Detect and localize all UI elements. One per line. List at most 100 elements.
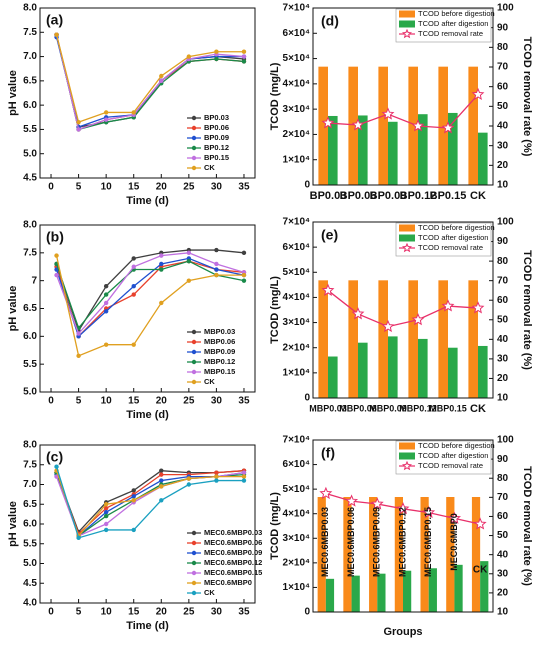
y-tick-label: 5.5 [23, 359, 37, 370]
rate-marker [411, 119, 425, 132]
x-tick-label: 20 [156, 607, 168, 618]
bar [448, 112, 458, 185]
series-line [55, 252, 245, 335]
data-point [241, 474, 247, 479]
data-point [76, 127, 81, 132]
legend-marker [191, 145, 197, 151]
data-point [103, 502, 109, 507]
panel-label: (e) [321, 227, 338, 243]
legend-marker [191, 155, 197, 161]
bar [448, 347, 458, 398]
y2-tick-label: 10 [497, 393, 509, 404]
y-tick-label: 6.0 [23, 100, 37, 111]
legend-label: CK [204, 163, 215, 172]
data-point [241, 49, 247, 54]
bar [325, 578, 335, 612]
y-tick-label: 7 [31, 275, 37, 286]
data-point [214, 470, 219, 475]
y-axis-label: pH value [7, 70, 19, 116]
series-line [55, 34, 245, 131]
data-point [186, 482, 192, 487]
legend-marker [191, 580, 197, 586]
legend-swatch [399, 224, 415, 232]
data-point [131, 264, 136, 269]
legend-label: TCOD after digestion [418, 233, 488, 242]
data-point [186, 250, 192, 256]
category-label: CK [470, 190, 486, 202]
data-point [214, 247, 219, 253]
y-tick-label: 7.0 [23, 51, 37, 62]
rate-marker [370, 497, 384, 510]
legend-swatch [399, 452, 415, 460]
rate-marker [441, 299, 455, 312]
data-point [103, 284, 109, 289]
bar [388, 121, 398, 185]
legend-label: BP0.06 [204, 123, 229, 132]
y-tick-label: 5.0 [23, 148, 37, 159]
y-tick-label: 5.0 [23, 387, 37, 398]
y2-tick-label: 10 [497, 180, 509, 191]
category-label: MEC0.6MBP0.12 [397, 507, 407, 577]
y-tick-label: 5.5 [23, 538, 37, 549]
y-tick-label: 4.0 [23, 598, 37, 609]
legend-label: TCOD before digestion [418, 223, 495, 232]
data-point [159, 73, 164, 79]
category-label: MBP0.09 [369, 403, 407, 413]
y2-tick-label: 50 [497, 530, 509, 541]
y-axis-label: TCOD (mg/L) [269, 492, 281, 560]
data-point [159, 498, 164, 503]
y-axis-label: pH value [7, 501, 19, 547]
y-tick-label: 1×10⁴ [283, 154, 311, 165]
bar [454, 564, 463, 612]
y2-tick-label: 70 [497, 275, 509, 286]
data-point [131, 488, 136, 493]
y-tick-label: 6×10⁴ [283, 242, 311, 253]
y2-tick-label: 20 [497, 588, 509, 599]
y-tick-label: 6.0 [23, 519, 37, 530]
bar [446, 497, 455, 612]
legend-marker [191, 125, 197, 131]
y2-tick-label: 30 [497, 354, 509, 365]
legend-marker [191, 550, 197, 556]
y-tick-label: 6.5 [23, 75, 37, 86]
x-tick-label: 10 [101, 607, 113, 618]
data-point [54, 272, 59, 278]
y-tick-label: 0 [304, 180, 310, 191]
data-point [241, 59, 247, 64]
x-tick-label: 5 [76, 607, 82, 618]
data-point [159, 261, 164, 267]
y2-tick-label: 60 [497, 511, 509, 522]
legend-swatch [399, 20, 415, 28]
legend-label: BP0.15 [204, 153, 229, 162]
legend-marker [191, 530, 197, 536]
bar [408, 66, 418, 185]
y2-tick-label: 20 [497, 160, 509, 171]
y-tick-label: 7.5 [23, 247, 37, 258]
y-tick-label: 5×10⁴ [283, 53, 311, 64]
y2-tick-label: 100 [497, 435, 514, 446]
legend-marker [191, 540, 197, 546]
legend-marker [191, 349, 197, 355]
y2-axis-label: TCOD removal rate (%) [521, 466, 533, 586]
bar [348, 66, 358, 185]
x-tick-label: 0 [48, 182, 54, 193]
legend-marker [402, 460, 412, 471]
data-point [214, 261, 219, 267]
data-point [131, 292, 136, 297]
data-point [76, 535, 81, 541]
legend-marker [191, 379, 197, 385]
x-tick-label: 35 [238, 607, 250, 618]
data-point [131, 498, 136, 503]
rate-marker [351, 307, 365, 320]
y-tick-label: 4×10⁴ [283, 78, 311, 89]
y-tick-label: 2×10⁴ [283, 342, 311, 353]
y-tick-label: 6.0 [23, 331, 37, 342]
x-tick-label: 15 [128, 396, 140, 407]
y-tick-label: 3×10⁴ [283, 533, 311, 544]
y2-tick-label: 50 [497, 314, 509, 325]
bar [351, 575, 360, 612]
plot-frame [312, 439, 494, 613]
category-label: BP0.09 [370, 190, 407, 202]
y2-tick-label: 80 [497, 42, 509, 53]
